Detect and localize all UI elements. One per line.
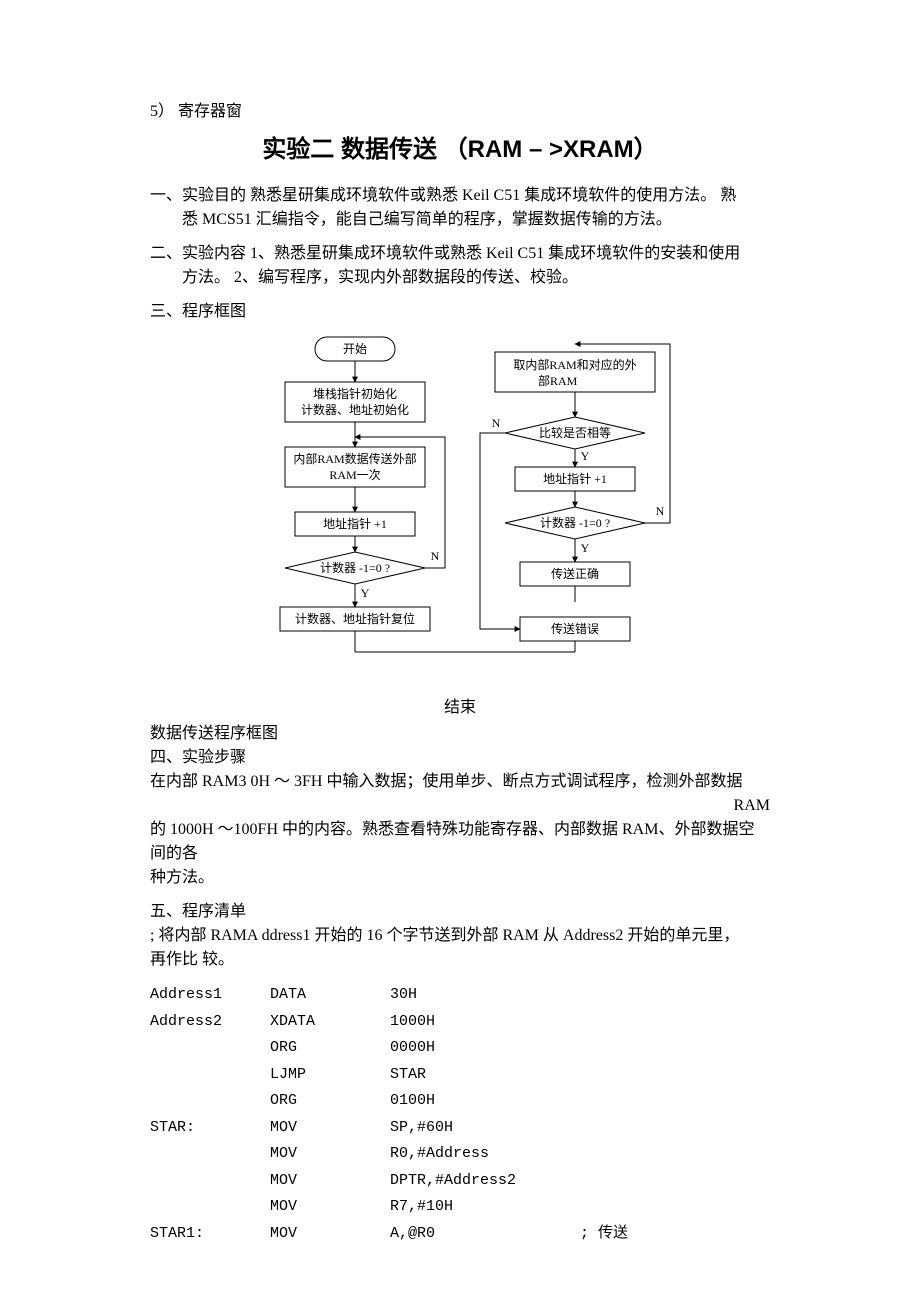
code-cmt xyxy=(580,1062,638,1089)
code-arg: A,@R0 xyxy=(390,1221,580,1248)
code-cmt xyxy=(580,1141,638,1168)
flow-ok: 传送正确 xyxy=(551,566,599,581)
flow-cnt1: 计数器 -1=0 ? xyxy=(320,560,390,575)
code-op: XDATA xyxy=(270,1009,390,1036)
flow-err: 传送错误 xyxy=(551,621,599,636)
code-arg: 0000H xyxy=(390,1035,580,1062)
code-label: STAR1: xyxy=(150,1221,270,1248)
flow-n3: N xyxy=(656,504,665,518)
section-4: 四、实验步骤 在内部 RAM3 0H ～ 3FH 中输入数据；使用单步、断点方式… xyxy=(150,746,770,890)
flow-addr2: 地址指针 +1 xyxy=(543,471,607,486)
flow-reset: 计数器、地址指针复位 xyxy=(295,611,415,626)
flow-y2: Y xyxy=(581,449,590,463)
code-op: DATA xyxy=(270,982,390,1009)
code-cmt xyxy=(580,1035,638,1062)
code-table: Address1DATA30HAddress2XDATA1000HORG0000… xyxy=(150,982,638,1247)
code-label xyxy=(150,1088,270,1115)
code-cmt: ; 传送 xyxy=(580,1221,638,1248)
code-op: ORG xyxy=(270,1035,390,1062)
flow-init1: 堆栈指针初始化 xyxy=(313,386,397,401)
code-label xyxy=(150,1062,270,1089)
code-cmt xyxy=(580,982,638,1009)
diagram-caption: 数据传送程序框图 xyxy=(150,722,770,746)
section-5: 五、程序清单 ; 将内部 RAMA ddress1 开始的 16 个字节送到外部… xyxy=(150,900,770,972)
s2-line1: 二、实验内容 1、熟悉星研集成环境软件或熟悉 Keil C51 集成环境软件的安… xyxy=(150,242,770,266)
code-arg: 30H xyxy=(390,982,580,1009)
section-3-head: 三、程序框图 xyxy=(150,300,770,324)
code-cmt xyxy=(580,1194,638,1221)
flow-xfer1: 内部RAM数据传送外部 xyxy=(293,451,416,466)
s4-l3: 种方法。 xyxy=(150,866,770,890)
code-label xyxy=(150,1194,270,1221)
code-arg: 1000H xyxy=(390,1009,580,1036)
code-cmt xyxy=(580,1115,638,1142)
flow-fetch1: 取内部RAM和对应的外 xyxy=(513,357,636,372)
code-row: MOVDPTR,#Address2 xyxy=(150,1168,638,1195)
code-arg: DPTR,#Address2 xyxy=(390,1168,580,1195)
s4-ram: RAM xyxy=(150,794,770,818)
code-label: STAR: xyxy=(150,1115,270,1142)
flow-end-label: 结束 xyxy=(150,696,770,720)
code-label xyxy=(150,1141,270,1168)
s5-c2: 再作比 较。 xyxy=(150,948,770,972)
code-row: Address1DATA30H xyxy=(150,982,638,1009)
flow-start: 开始 xyxy=(343,342,367,356)
flow-n2: N xyxy=(492,416,501,430)
code-arg: 0100H xyxy=(390,1088,580,1115)
flow-cnt2: 计数器 -1=0 ? xyxy=(540,515,610,530)
s4-l2: 的 1000H ～100FH 中的内容。熟悉查看特殊功能寄存器、内部数据 RAM… xyxy=(150,818,770,866)
code-label: Address2 xyxy=(150,1009,270,1036)
section-2: 二、实验内容 1、熟悉星研集成环境软件或熟悉 Keil C51 集成环境软件的安… xyxy=(150,242,770,290)
code-op: MOV xyxy=(270,1115,390,1142)
flow-y1: Y xyxy=(361,586,370,600)
s1-line1: 一、实验目的 熟悉星研集成环境软件或熟悉 Keil C51 集成环境软件的使用方… xyxy=(150,184,770,208)
flow-fetch2: 部RAM xyxy=(538,373,578,388)
section-1: 一、实验目的 熟悉星研集成环境软件或熟悉 Keil C51 集成环境软件的使用方… xyxy=(150,184,770,232)
code-row: MOVR0,#Address xyxy=(150,1141,638,1168)
flow-y3: Y xyxy=(581,541,590,555)
pre-header: 5） 寄存器窗 xyxy=(150,100,770,124)
s1-line2: 悉 MCS51 汇编指令，能自己编写简单的程序，掌握数据传输的方法。 xyxy=(150,208,770,232)
code-cmt xyxy=(580,1168,638,1195)
code-row: STAR1:MOVA,@R0; 传送 xyxy=(150,1221,638,1248)
code-op: MOV xyxy=(270,1221,390,1248)
s4-head: 四、实验步骤 xyxy=(150,746,770,770)
flow-addr1: 地址指针 +1 xyxy=(323,516,387,531)
code-label: Address1 xyxy=(150,982,270,1009)
flow-cmp: 比较是否相等 xyxy=(539,425,611,440)
code-op: MOV xyxy=(270,1194,390,1221)
code-row: MOVR7,#10H xyxy=(150,1194,638,1221)
code-row: Address2XDATA1000H xyxy=(150,1009,638,1036)
code-cmt xyxy=(580,1088,638,1115)
code-op: MOV xyxy=(270,1168,390,1195)
code-arg: SP,#60H xyxy=(390,1115,580,1142)
code-row: STAR:MOVSP,#60H xyxy=(150,1115,638,1142)
flowchart-svg: 开始 堆栈指针初始化 计数器、地址初始化 内部RAM数据传送外部 RAM一次 地… xyxy=(240,332,680,692)
code-label xyxy=(150,1035,270,1062)
s5-head: 五、程序清单 xyxy=(150,900,770,924)
code-arg: STAR xyxy=(390,1062,580,1089)
code-arg: R7,#10H xyxy=(390,1194,580,1221)
code-op: MOV xyxy=(270,1141,390,1168)
flow-init2: 计数器、地址初始化 xyxy=(301,402,409,417)
flow-xfer2: RAM一次 xyxy=(329,468,380,482)
code-op: ORG xyxy=(270,1088,390,1115)
code-arg: R0,#Address xyxy=(390,1141,580,1168)
code-label xyxy=(150,1168,270,1195)
code-row: ORG0000H xyxy=(150,1035,638,1062)
doc-title: 实验二 数据传送 （RAM – >XRAM） xyxy=(150,132,770,168)
code-row: ORG0100H xyxy=(150,1088,638,1115)
s5-c1: ; 将内部 RAMA ddress1 开始的 16 个字节送到外部 RAM 从 … xyxy=(150,924,770,948)
s2-line2: 方法。 2、编写程序，实现内外部数据段的传送、校验。 xyxy=(150,266,770,290)
code-cmt xyxy=(580,1009,638,1036)
page: 5） 寄存器窗 实验二 数据传送 （RAM – >XRAM） 一、实验目的 熟悉… xyxy=(0,0,920,1287)
flow-n1: N xyxy=(431,549,440,563)
code-row: LJMPSTAR xyxy=(150,1062,638,1089)
code-op: LJMP xyxy=(270,1062,390,1089)
s4-l1: 在内部 RAM3 0H ～ 3FH 中输入数据；使用单步、断点方式调试程序，检测… xyxy=(150,770,770,794)
